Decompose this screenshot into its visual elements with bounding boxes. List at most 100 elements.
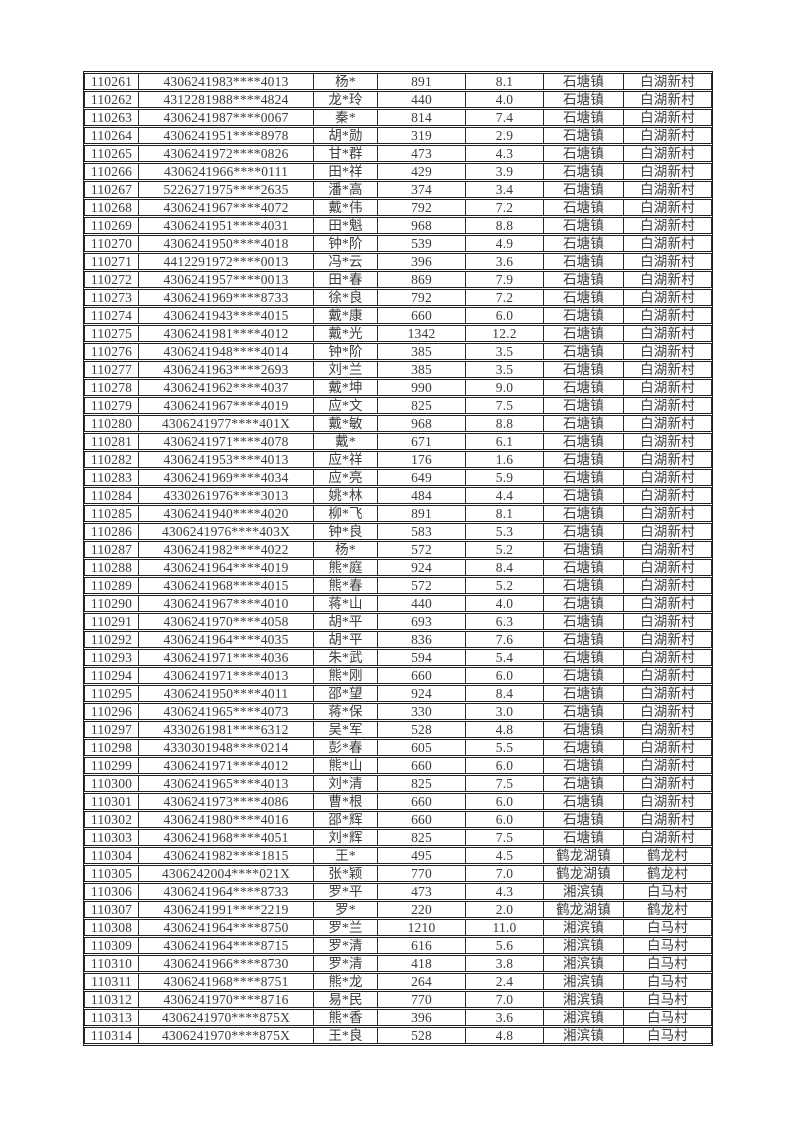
- cell-amount: 396: [378, 1009, 466, 1026]
- cell-id-number: 4306241976****403X: [139, 523, 314, 540]
- cell-amount: 814: [378, 109, 466, 126]
- cell-amount: 264: [378, 973, 466, 990]
- cell-town: 石塘镇: [544, 775, 624, 792]
- cell-amount: 528: [378, 1027, 466, 1044]
- cell-rate: 8.4: [466, 685, 544, 702]
- cell-amount: 572: [378, 541, 466, 558]
- cell-village: 白湖新村: [624, 667, 712, 684]
- table-row: 110265 4306241972****0826 甘*群 473 4.3 石塘镇 白湖新村: [84, 145, 712, 162]
- cell-village: 鹤龙村: [624, 901, 712, 918]
- cell-name: 彭*春: [314, 739, 378, 756]
- table-row: 110274 4306241943****4015 戴*康 660 6.0 石塘镇 白湖新村: [84, 307, 712, 324]
- cell-amount: 660: [378, 811, 466, 828]
- cell-id-number: 4306241965****4073: [139, 703, 314, 720]
- cell-name: 应*文: [314, 397, 378, 414]
- cell-rate: 6.3: [466, 613, 544, 630]
- table-row: 110270 4306241950****4018 钟*阶 539 4.9 石塘镇 白湖新村: [84, 235, 712, 252]
- cell-name: 杨*: [314, 73, 378, 90]
- cell-town: 石塘镇: [544, 757, 624, 774]
- cell-id-number: 5226271975****2635: [139, 181, 314, 198]
- table-row: 110313 4306241970****875X 熊*香 396 3.6 湘滨镇 白马村: [84, 1009, 712, 1026]
- cell-amount: 924: [378, 685, 466, 702]
- cell-village: 白湖新村: [624, 829, 712, 846]
- roster-table-body: 110261 4306241983****4013 杨* 891 8.1 石塘镇 白湖新村 1…: [84, 73, 712, 1044]
- cell-name: 戴*坤: [314, 379, 378, 396]
- table-row: 110277 4306241963****2693 刘*兰 385 3.5 石塘镇 白湖新村: [84, 361, 712, 378]
- cell-name: 熊*山: [314, 757, 378, 774]
- cell-id-number: 4306241969****4034: [139, 469, 314, 486]
- cell-town: 石塘镇: [544, 451, 624, 468]
- cell-name: 钟*阶: [314, 343, 378, 360]
- cell-town: 石塘镇: [544, 91, 624, 108]
- cell-rate: 8.4: [466, 559, 544, 576]
- cell-serial-no: 110291: [84, 613, 139, 630]
- cell-amount: 968: [378, 217, 466, 234]
- cell-name: 钟*良: [314, 523, 378, 540]
- cell-serial-no: 110306: [84, 883, 139, 900]
- table-row: 110269 4306241951****4031 田*魁 968 8.8 石塘镇 白湖新村: [84, 217, 712, 234]
- table-row: 110290 4306241967****4010 蒋*山 440 4.0 石塘镇 白湖新村: [84, 595, 712, 612]
- cell-name: 田*春: [314, 271, 378, 288]
- cell-village: 白湖新村: [624, 793, 712, 810]
- table-row: 110264 4306241951****8978 胡*勋 319 2.9 石塘镇 白湖新村: [84, 127, 712, 144]
- cell-town: 石塘镇: [544, 487, 624, 504]
- cell-village: 白湖新村: [624, 487, 712, 504]
- cell-serial-no: 110294: [84, 667, 139, 684]
- cell-amount: 1342: [378, 325, 466, 342]
- cell-town: 石塘镇: [544, 793, 624, 810]
- cell-id-number: 4306241970****875X: [139, 1027, 314, 1044]
- table-row: 110271 4412291972****0013 冯*云 396 3.6 石塘镇 白湖新村: [84, 253, 712, 270]
- cell-town: 石塘镇: [544, 811, 624, 828]
- cell-amount: 990: [378, 379, 466, 396]
- table-row: 110306 4306241964****8733 罗*平 473 4.3 湘滨镇 白马村: [84, 883, 712, 900]
- cell-village: 白湖新村: [624, 595, 712, 612]
- cell-town: 石塘镇: [544, 541, 624, 558]
- cell-name: 柳*飞: [314, 505, 378, 522]
- cell-id-number: 4306241940****4020: [139, 505, 314, 522]
- cell-amount: 825: [378, 829, 466, 846]
- cell-village: 白湖新村: [624, 307, 712, 324]
- cell-town: 湘滨镇: [544, 1009, 624, 1026]
- cell-serial-no: 110261: [84, 73, 139, 90]
- table-row: 110261 4306241983****4013 杨* 891 8.1 石塘镇 白湖新村: [84, 73, 712, 90]
- cell-village: 白湖新村: [624, 271, 712, 288]
- cell-name: 熊*香: [314, 1009, 378, 1026]
- cell-id-number: 4306241964****4035: [139, 631, 314, 648]
- cell-amount: 583: [378, 523, 466, 540]
- cell-serial-no: 110300: [84, 775, 139, 792]
- roster-table-container: 110261 4306241983****4013 杨* 891 8.1 石塘镇 白湖新村 1…: [83, 71, 713, 1046]
- cell-amount: 385: [378, 343, 466, 360]
- cell-village: 白马村: [624, 883, 712, 900]
- cell-serial-no: 110292: [84, 631, 139, 648]
- cell-name: 应*祥: [314, 451, 378, 468]
- cell-amount: 660: [378, 757, 466, 774]
- cell-name: 应*亮: [314, 469, 378, 486]
- cell-serial-no: 110295: [84, 685, 139, 702]
- cell-id-number: 4306241962****4037: [139, 379, 314, 396]
- cell-town: 石塘镇: [544, 163, 624, 180]
- cell-serial-no: 110304: [84, 847, 139, 864]
- cell-amount: 484: [378, 487, 466, 504]
- table-row: 110283 4306241969****4034 应*亮 649 5.9 石塘镇 白湖新村: [84, 469, 712, 486]
- cell-id-number: 4306241964****8750: [139, 919, 314, 936]
- cell-serial-no: 110307: [84, 901, 139, 918]
- cell-rate: 5.9: [466, 469, 544, 486]
- cell-rate: 5.5: [466, 739, 544, 756]
- cell-village: 白湖新村: [624, 415, 712, 432]
- cell-serial-no: 110282: [84, 451, 139, 468]
- cell-town: 石塘镇: [544, 307, 624, 324]
- cell-town: 石塘镇: [544, 523, 624, 540]
- table-row: 110263 4306241987****0067 秦* 814 7.4 石塘镇 白湖新村: [84, 109, 712, 126]
- cell-id-number: 4306241971****4012: [139, 757, 314, 774]
- cell-amount: 671: [378, 433, 466, 450]
- cell-serial-no: 110286: [84, 523, 139, 540]
- cell-id-number: 4306241950****4011: [139, 685, 314, 702]
- table-row: 110307 4306241991****2219 罗* 220 2.0 鹤龙湖镇 鹤龙村: [84, 901, 712, 918]
- cell-village: 白湖新村: [624, 343, 712, 360]
- cell-village: 白马村: [624, 991, 712, 1008]
- table-row: 110285 4306241940****4020 柳*飞 891 8.1 石塘镇 白湖新村: [84, 505, 712, 522]
- cell-town: 石塘镇: [544, 379, 624, 396]
- cell-id-number: 4306241967****4072: [139, 199, 314, 216]
- cell-rate: 4.8: [466, 721, 544, 738]
- cell-town: 湘滨镇: [544, 883, 624, 900]
